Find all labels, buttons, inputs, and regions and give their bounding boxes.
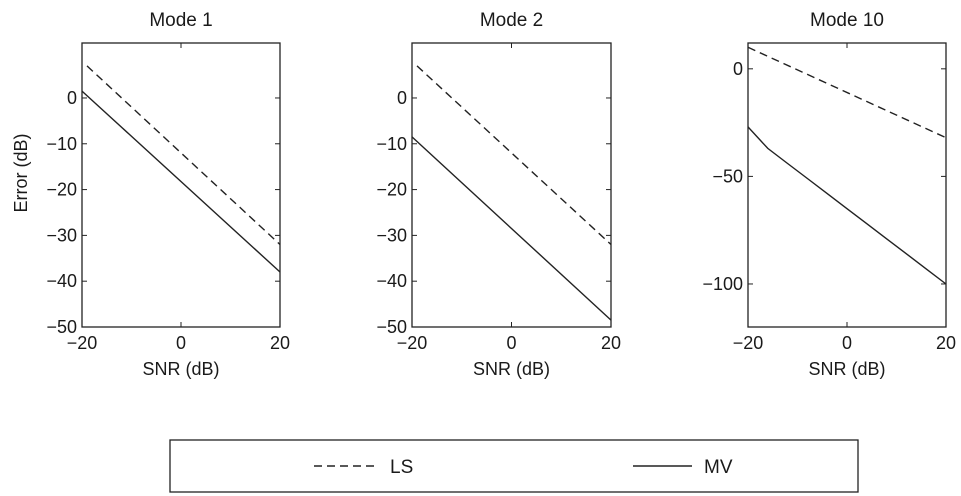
series-line-ls <box>416 65 612 246</box>
series-line-mv <box>411 136 612 321</box>
y-tick-label: −20 <box>376 180 407 200</box>
axes-frame <box>747 42 947 328</box>
series-line-mv <box>747 126 947 285</box>
legend-mv-label: MV <box>704 457 733 478</box>
y-tick-label: 0 <box>397 88 407 108</box>
legend-ls-label: LS <box>390 457 413 478</box>
subplot-1: Mode 1 −20 0 20 0 −10 −20 −30 −40 −50 SNR (dB) Erro… <box>11 10 290 379</box>
y-tick-label: −10 <box>46 134 77 154</box>
y-tick-label: −50 <box>712 166 743 186</box>
x-tick-label: 20 <box>601 333 621 353</box>
y-tick-label: −40 <box>46 271 77 291</box>
legend: LS MV <box>169 439 859 493</box>
x-tick-label: 20 <box>936 333 956 353</box>
y-tick-label: −30 <box>46 225 77 245</box>
x-tick-label: 0 <box>176 333 186 353</box>
subplot-title: Mode 10 <box>810 10 884 31</box>
x-tick-label: −20 <box>67 333 98 353</box>
legend-box <box>169 439 859 493</box>
x-axis-label: SNR (dB) <box>473 359 550 379</box>
series-line-ls <box>747 46 947 139</box>
subplot-3: Mode 10 −20 0 20 0 −50 −100 SNR (dB) <box>702 10 956 379</box>
x-tick-label: 0 <box>842 333 852 353</box>
axes-frame <box>81 42 281 328</box>
y-tick-label: −50 <box>376 317 407 337</box>
y-tick-label: −100 <box>702 274 743 294</box>
axes-frame <box>411 42 612 328</box>
x-tick-label: −20 <box>733 333 764 353</box>
series-line-ls <box>86 65 281 246</box>
subplot-2: Mode 2 −20 0 20 0 −10 −20 −30 −40 −50 SNR (dB) <box>376 10 621 379</box>
x-axis-label: SNR (dB) <box>808 359 885 379</box>
y-tick-label: −40 <box>376 271 407 291</box>
y-axis-label: Error (dB) <box>11 133 31 212</box>
y-tick-label: 0 <box>733 59 743 79</box>
y-tick-label: −50 <box>46 317 77 337</box>
x-tick-label: 0 <box>506 333 516 353</box>
y-tick-label: −30 <box>376 225 407 245</box>
x-tick-label: −20 <box>397 333 428 353</box>
x-axis-label: SNR (dB) <box>142 359 219 379</box>
subplot-panels: Mode 1 −20 0 20 0 −10 −20 −30 −40 −50 SNR (dB) Erro… <box>11 10 956 379</box>
subplot-title: Mode 1 <box>149 10 212 31</box>
subplot-title: Mode 2 <box>480 10 543 31</box>
y-tick-label: −20 <box>46 180 77 200</box>
y-tick-label: −10 <box>376 134 407 154</box>
y-tick-label: 0 <box>67 88 77 108</box>
series-line-mv <box>81 90 281 273</box>
x-tick-label: 20 <box>270 333 290 353</box>
